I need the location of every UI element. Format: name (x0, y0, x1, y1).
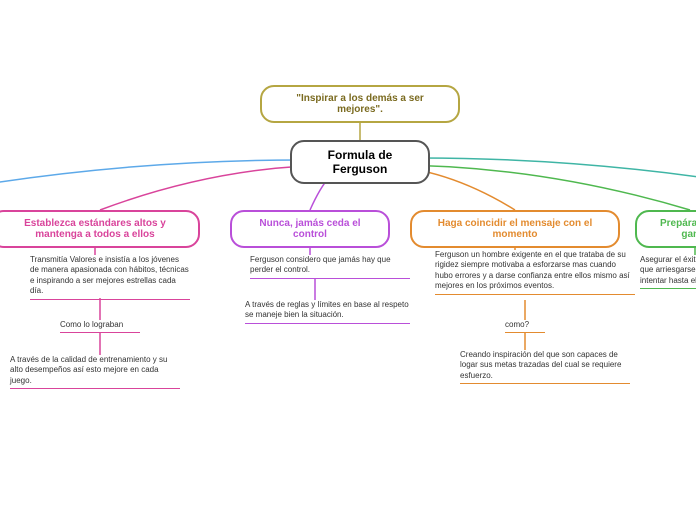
leaf-node: Ferguson un hombre exigente en el que tr… (435, 250, 635, 295)
branch-node: Nunca, jamás ceda el control (230, 210, 390, 248)
leaf-node: Ferguson considero que jamás hay que per… (250, 255, 410, 279)
leaf-node: A través de la calidad de entrenamiento … (10, 355, 180, 389)
branch-node: Prepárate para ganar (635, 210, 696, 248)
leaf-node: A través de reglas y límites en base al … (245, 300, 410, 324)
branch-node: Establezca estándares altos y mantenga a… (0, 210, 200, 248)
quote-label: "Inspirar a los demás a ser mejores". (296, 93, 424, 115)
leaf-node: Creando inspiración del que son capaces … (460, 350, 630, 384)
root-node: Formula de Ferguson (290, 140, 430, 184)
branch-node: Haga coincidir el mensaje con el momento (410, 210, 620, 248)
root-label: Formula de Ferguson (328, 148, 393, 176)
leaf-node: Asegurar el éxito a través de su prepara… (640, 255, 696, 289)
leaf-node: como? (505, 320, 545, 333)
leaf-node: Como lo lograban (60, 320, 140, 333)
leaf-node: Transmitía Valores e insistía a los jóve… (30, 255, 190, 300)
quote-node: "Inspirar a los demás a ser mejores". (260, 85, 460, 123)
